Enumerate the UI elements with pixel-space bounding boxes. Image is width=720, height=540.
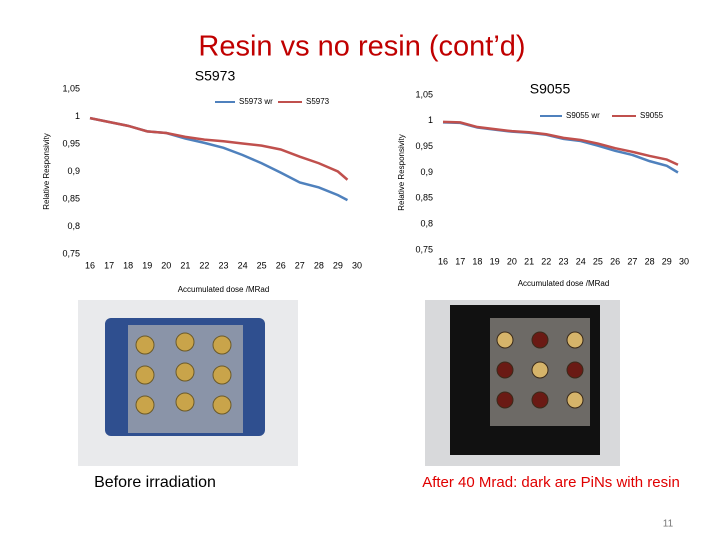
y-tick-label: 0,75 — [62, 248, 80, 258]
y-axis-label: Relative Responsivity — [397, 134, 406, 210]
x-tick-label: 18 — [472, 256, 482, 266]
y-axis-label: Relative Responsivity — [42, 133, 51, 209]
chart-title: S5973 — [195, 68, 236, 84]
legend-label: S5973 — [306, 97, 330, 106]
x-tick-label: 27 — [627, 256, 637, 266]
data-line — [442, 120, 679, 166]
x-tick-label: 20 — [161, 260, 171, 270]
x-tick-label: 30 — [679, 256, 689, 266]
legend-label: S9055 wr — [566, 111, 600, 120]
legend-label: S9055 — [640, 111, 664, 120]
x-tick-label: 25 — [257, 260, 267, 270]
x-tick-label: 21 — [180, 260, 190, 270]
data-line — [89, 116, 349, 181]
x-tick-label: 29 — [662, 256, 672, 266]
caption: After 40 Mrad: dark are PiNs with resin — [422, 474, 680, 491]
photo-after — [425, 300, 620, 466]
x-tick-label: 16 — [85, 260, 95, 270]
x-tick-label: 30 — [352, 260, 362, 270]
x-tick-label: 19 — [142, 260, 152, 270]
x-tick-label: 22 — [541, 256, 551, 266]
x-tick-label: 16 — [438, 256, 448, 266]
x-tick-label: 26 — [276, 260, 286, 270]
y-tick-label: 0,8 — [420, 219, 433, 229]
x-tick-label: 29 — [333, 260, 343, 270]
x-tick-label: 19 — [490, 256, 500, 266]
x-axis-label: Accumulated dose /MRad — [518, 279, 610, 288]
legend-label: S5973 wr — [239, 97, 273, 106]
data-line — [442, 121, 679, 174]
x-tick-label: 22 — [199, 260, 209, 270]
x-tick-label: 21 — [524, 256, 534, 266]
photo-before — [78, 300, 298, 466]
x-tick-label: 23 — [558, 256, 568, 266]
x-tick-label: 28 — [314, 260, 324, 270]
x-tick-label: 24 — [576, 256, 586, 266]
x-tick-label: 28 — [645, 256, 655, 266]
y-tick-label: 0,85 — [415, 193, 433, 203]
x-tick-label: 27 — [295, 260, 305, 270]
y-tick-label: 1,05 — [62, 83, 80, 93]
x-axis-label: Accumulated dose /MRad — [178, 285, 270, 294]
caption: Before irradiation — [94, 474, 216, 491]
x-tick-label: 17 — [455, 256, 465, 266]
chart-title: S9055 — [530, 81, 571, 97]
y-tick-label: 0,9 — [420, 167, 433, 177]
y-tick-label: 1,05 — [415, 89, 433, 99]
x-tick-label: 20 — [507, 256, 517, 266]
y-tick-label: 0,75 — [415, 244, 433, 254]
x-tick-label: 26 — [610, 256, 620, 266]
y-tick-label: 1 — [428, 115, 433, 125]
x-tick-label: 25 — [593, 256, 603, 266]
y-tick-label: 0,9 — [67, 166, 80, 176]
y-tick-label: 0,95 — [62, 138, 80, 148]
x-tick-label: 24 — [238, 260, 248, 270]
x-tick-label: 18 — [123, 260, 133, 270]
y-tick-label: 0,8 — [67, 221, 80, 231]
y-tick-label: 0,85 — [62, 193, 80, 203]
page-number: 11 — [663, 519, 674, 530]
y-tick-label: 1 — [75, 111, 80, 121]
slide-title: Resin vs no resin (cont’d) — [198, 31, 525, 63]
x-tick-label: 23 — [218, 260, 228, 270]
x-tick-label: 17 — [104, 260, 114, 270]
y-tick-label: 0,95 — [415, 141, 433, 151]
